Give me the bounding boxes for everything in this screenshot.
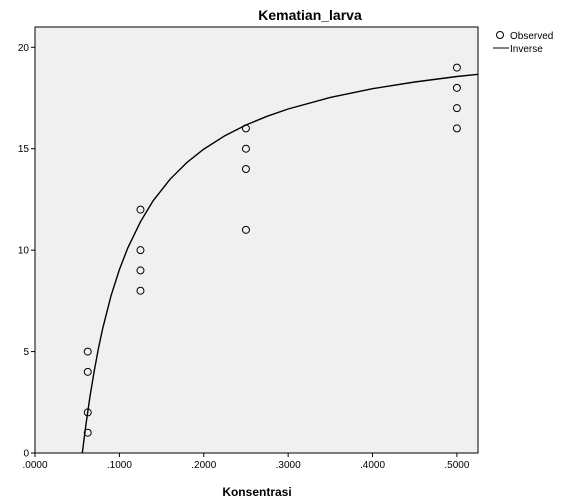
x-tick-label: .4000 xyxy=(360,460,385,471)
x-axis-label: Konsentrasi xyxy=(222,485,291,499)
x-tick-label: .2000 xyxy=(191,460,216,471)
chart-title: Kematian_larva xyxy=(258,7,362,23)
y-tick-label: 5 xyxy=(23,347,29,358)
x-tick-label: .0000 xyxy=(22,460,47,471)
x-tick-label: .1000 xyxy=(107,460,132,471)
legend-observed-label: Observed xyxy=(510,31,553,42)
plot-area xyxy=(35,27,478,453)
y-tick-label: 10 xyxy=(18,246,30,257)
legend-inverse-label: Inverse xyxy=(510,44,543,55)
x-tick-label: .5000 xyxy=(444,460,469,471)
y-tick-label: 20 xyxy=(18,43,30,54)
legend: Observed Inverse xyxy=(493,31,553,55)
legend-observed-marker xyxy=(497,32,504,39)
x-tick-label: .3000 xyxy=(276,460,301,471)
y-tick-label: 0 xyxy=(23,449,29,460)
y-axis: 0 5 10 15 20 xyxy=(18,43,35,460)
x-axis: .0000 .1000 .2000 .3000 .4000 .5000 xyxy=(22,453,469,471)
y-tick-label: 15 xyxy=(18,144,30,155)
